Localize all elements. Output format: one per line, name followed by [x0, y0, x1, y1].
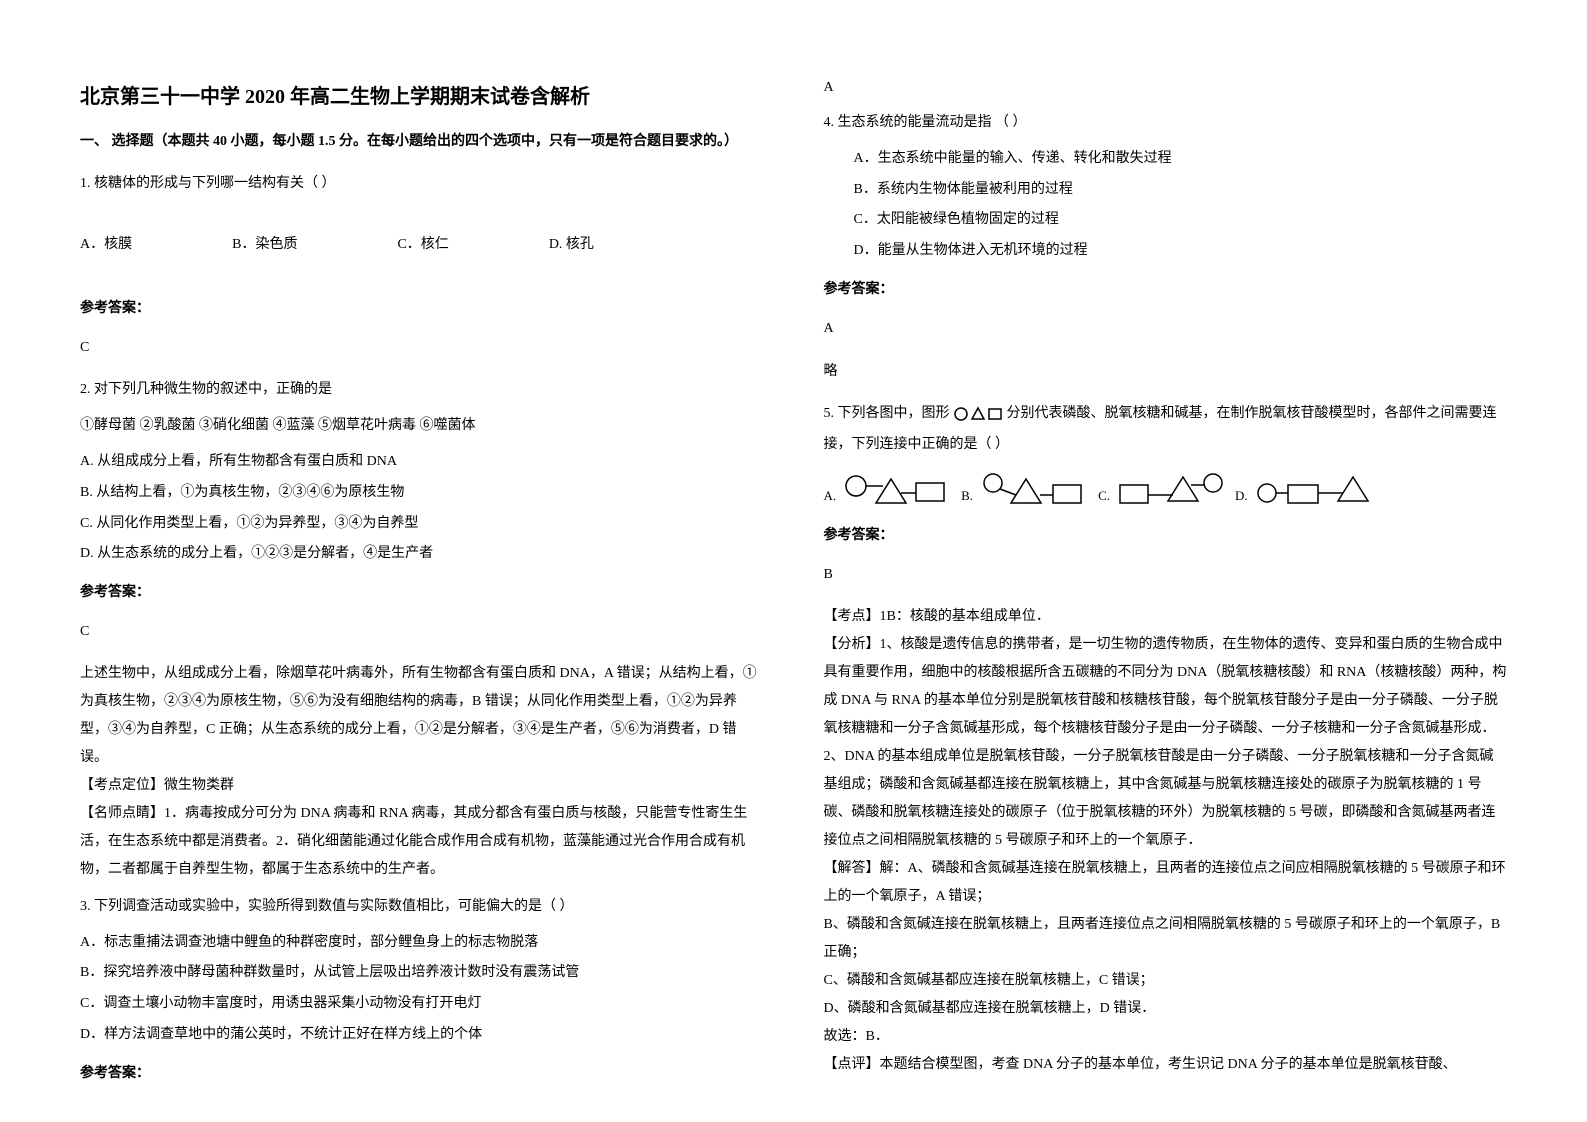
q1-answer: C [80, 333, 764, 364]
diagram-c-icon [1115, 471, 1225, 511]
q5-expl-4: B、磷酸和含氮碱连接在脱氧核糖上，且两者连接位点之间相隔脱氧核糖的 5 号碳原子… [824, 911, 1508, 967]
q3-text: 3. 下列调查活动或实验中，实验所得到数值与实际数值相比，可能偏大的是（ ） [80, 892, 764, 923]
q5-diagram-c: C. [1098, 471, 1225, 511]
q2-expl-2: 【名师点睛】1．病毒按成分可分为 DNA 病毒和 RNA 病毒，其成分都含有蛋白… [80, 800, 764, 884]
q4-answer: A [824, 314, 1508, 345]
q4-opt-b: B．系统内生物体能量被利用的过程 [854, 175, 1508, 206]
q2-opt-c: C. 从同化作用类型上看，①②为异养型，③④为自养型 [80, 509, 764, 540]
answer-label: 参考答案： [824, 275, 1508, 306]
q2-expl-1: 上述生物中，从组成成分上看，除烟草花叶病毒外，所有生物都含有蛋白质和 DNA，A… [80, 660, 764, 772]
q2-answer: C [80, 617, 764, 648]
question-3: 3. 下列调查活动或实验中，实验所得到数值与实际数值相比，可能偏大的是（ ） A… [80, 892, 764, 1090]
answer-label: 参考答案： [80, 294, 764, 325]
left-column: 北京第三十一中学 2020 年高二生物上学期期末试卷含解析 一、 选择题（本题共… [50, 80, 794, 1082]
q1-opt-b: B．染色质 [232, 230, 297, 261]
q5-expl-tag1: 【考点】1B：核酸的基本组成单位． [824, 603, 1508, 631]
q1-opt-a: A．核膜 [80, 230, 132, 261]
q3-opt-a: A．标志重捕法调查池塘中鲤鱼的种群密度时，部分鲤鱼身上的标志物脱落 [80, 928, 764, 959]
q1-opt-c: C．核仁 [397, 230, 448, 261]
q5-answer: B [824, 560, 1508, 591]
answer-label: 参考答案： [824, 521, 1508, 552]
q5-expl-8: 【点评】本题结合模型图，考查 DNA 分子的基本单位，考生识记 DNA 分子的基… [824, 1051, 1508, 1079]
q5-label-d: D. [1235, 482, 1248, 511]
diagram-b-icon [978, 471, 1088, 511]
q5-diagram-d: D. [1235, 471, 1373, 511]
q1-options: A．核膜 B．染色质 C．核仁 D. 核孔 [80, 230, 764, 261]
q3-options: A．标志重捕法调查池塘中鲤鱼的种群密度时，部分鲤鱼身上的标志物脱落 B．探究培养… [80, 928, 764, 1051]
answer-label: 参考答案： [80, 1059, 764, 1090]
section-header: 一、 选择题（本题共 40 小题，每小题 1.5 分。在每小题给出的四个选项中，… [80, 129, 764, 154]
q5-diagram-a: A. [824, 471, 952, 511]
q5-expl-5: C、磷酸和含氮碱基都应连接在脱氧核糖上，C 错误； [824, 967, 1508, 995]
question-5: 5. 下列各图中，图形 分别代表磷酸、脱氧核糖和碱基，在制作脱氧核苷酸模型时，各… [824, 399, 1508, 1078]
q5-expl-3: 【解答】解：A、磷酸和含氮碱基连接在脱氧核糖上，且两者的连接位点之间应相隔脱氧核… [824, 855, 1508, 911]
q4-opt-a: A．生态系统中能量的输入、传递、转化和散失过程 [854, 144, 1508, 175]
q2-text: 2. 对下列几种微生物的叙述中，正确的是 [80, 375, 764, 406]
diagram-a-icon [841, 471, 951, 511]
answer-label: 参考答案： [80, 578, 764, 609]
question-2: 2. 对下列几种微生物的叙述中，正确的是 ①酵母菌 ②乳酸菌 ③硝化细菌 ④蓝藻… [80, 375, 764, 883]
q5-diagrams: A. B. C. [824, 471, 1508, 511]
q3-opt-c: C．调查土壤小动物丰富度时，用诱虫器采集小动物没有打开电灯 [80, 989, 764, 1020]
q5-text-pre: 5. 下列各图中，图形 [824, 406, 950, 421]
q2-options: A. 从组成成分上看，所有生物都含有蛋白质和 DNA B. 从结构上看，①为真核… [80, 447, 764, 570]
q4-opt-d: D．能量从生物体进入无机环境的过程 [854, 236, 1508, 267]
q5-expl-2: 2、DNA 的基本组成单位是脱氧核苷酸，一分子脱氧核苷酸是由一分子磷酸、一分子脱… [824, 743, 1508, 855]
q5-label-c: C. [1098, 482, 1110, 511]
q5-diagram-b: B. [961, 471, 1088, 511]
question-4: 4. 生态系统的能量流动是指 （ ） A．生态系统中能量的输入、传递、转化和散失… [824, 108, 1508, 387]
q5-label-a: A. [824, 482, 837, 511]
q2-opt-b: B. 从结构上看，①为真核生物，②③④⑥为原核生物 [80, 478, 764, 509]
q3-opt-b: B．探究培养液中酵母菌种群数量时，从试管上层吸出培养液计数时没有震荡试管 [80, 958, 764, 989]
q1-text: 1. 核糖体的形成与下列哪一结构有关（ ） [80, 169, 764, 200]
q2-opt-a: A. 从组成成分上看，所有生物都含有蛋白质和 DNA [80, 447, 764, 478]
q5-expl-6: D、磷酸和含氮碱基都应连接在脱氧核糖上，D 错误． [824, 995, 1508, 1023]
q5-text: 5. 下列各图中，图形 分别代表磷酸、脱氧核糖和碱基，在制作脱氧核苷酸模型时，各… [824, 399, 1508, 461]
q4-note: 略 [824, 357, 1508, 388]
q5-label-b: B. [961, 482, 973, 511]
q5-expl-7: 故选：B． [824, 1023, 1508, 1051]
question-1: 1. 核糖体的形成与下列哪一结构有关（ ） A．核膜 B．染色质 C．核仁 D.… [80, 169, 764, 363]
right-column: A 4. 生态系统的能量流动是指 （ ） A．生态系统中能量的输入、传递、转化和… [794, 80, 1538, 1082]
q3-opt-d: D．样方法调查草地中的蒲公英时，不统计正好在样方线上的个体 [80, 1020, 764, 1051]
diagram-d-icon [1253, 471, 1373, 511]
q2-items: ①酵母菌 ②乳酸菌 ③硝化细菌 ④蓝藻 ⑤烟草花叶病毒 ⑥噬菌体 [80, 411, 764, 442]
q3-answer: A [824, 80, 1508, 96]
page-title: 北京第三十一中学 2020 年高二生物上学期期末试卷含解析 [80, 80, 764, 109]
q2-opt-d: D. 从生态系统的成分上看，①②③是分解者，④是生产者 [80, 539, 764, 570]
q2-expl-tag: 【考点定位】微生物类群 [80, 772, 764, 800]
q4-opt-c: C．太阳能被绿色植物固定的过程 [854, 205, 1508, 236]
shapes-icon [953, 406, 1003, 422]
q5-expl-1: 【分析】1、核酸是遗传信息的携带者，是一切生物的遗传物质，在生物体的遗传、变异和… [824, 631, 1508, 743]
q1-opt-d: D. 核孔 [549, 230, 594, 261]
q4-text: 4. 生态系统的能量流动是指 （ ） [824, 108, 1508, 139]
q4-options: A．生态系统中能量的输入、传递、转化和散失过程 B．系统内生物体能量被利用的过程… [824, 144, 1508, 267]
